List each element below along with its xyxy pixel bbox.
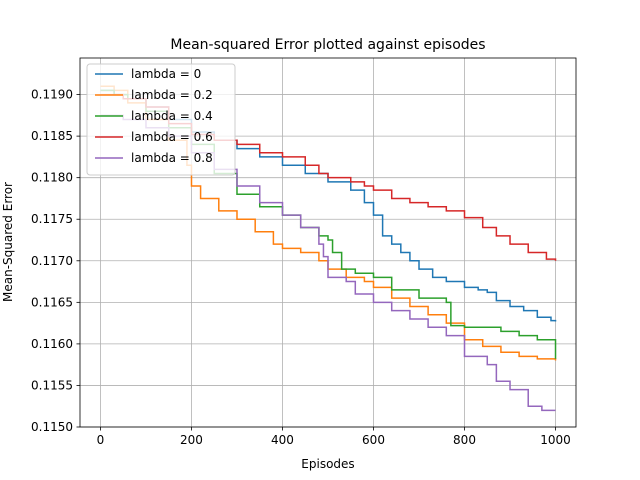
y-tick-label: 0.1170 bbox=[31, 254, 73, 268]
x-axis-ticks: 0 200 400 600 800 1000 bbox=[97, 427, 571, 447]
x-tick-label: 400 bbox=[271, 433, 294, 447]
legend-label-3: lambda = 0.6 bbox=[131, 130, 213, 144]
x-tick-label: 800 bbox=[453, 433, 476, 447]
x-tick-label: 0 bbox=[97, 433, 105, 447]
y-tick-label: 0.1165 bbox=[31, 295, 73, 309]
x-tick-label: 1000 bbox=[540, 433, 571, 447]
legend-label-0: lambda = 0 bbox=[131, 67, 201, 81]
y-tick-label: 0.1155 bbox=[31, 378, 73, 392]
y-axis-label: Mean-Squared Error bbox=[1, 182, 15, 302]
x-tick-label: 200 bbox=[180, 433, 203, 447]
legend-label-1: lambda = 0.2 bbox=[131, 88, 213, 102]
y-tick-label: 0.1175 bbox=[31, 212, 73, 226]
y-tick-label: 0.1190 bbox=[31, 88, 73, 102]
legend: lambda = 0 lambda = 0.2 lambda = 0.4 lambda… bbox=[86, 63, 236, 176]
legend-label-2: lambda = 0.4 bbox=[131, 109, 213, 123]
y-tick-label: 0.1150 bbox=[31, 420, 73, 434]
y-tick-label: 0.1160 bbox=[31, 337, 73, 351]
y-axis-ticks: 0.1150 0.1155 0.1160 0.1165 0.1170 0.1175 0.11… bbox=[31, 88, 80, 434]
chart-title: Mean-squared Error plotted against episo… bbox=[170, 37, 485, 53]
x-axis-label: Episodes bbox=[301, 457, 354, 471]
y-tick-label: 0.1185 bbox=[31, 129, 73, 143]
axes-frame bbox=[79, 57, 577, 428]
legend-box bbox=[86, 63, 236, 176]
y-tick-label: 0.1180 bbox=[31, 171, 73, 185]
legend-label-4: lambda = 0.8 bbox=[131, 151, 213, 165]
x-tick-label: 600 bbox=[362, 433, 385, 447]
